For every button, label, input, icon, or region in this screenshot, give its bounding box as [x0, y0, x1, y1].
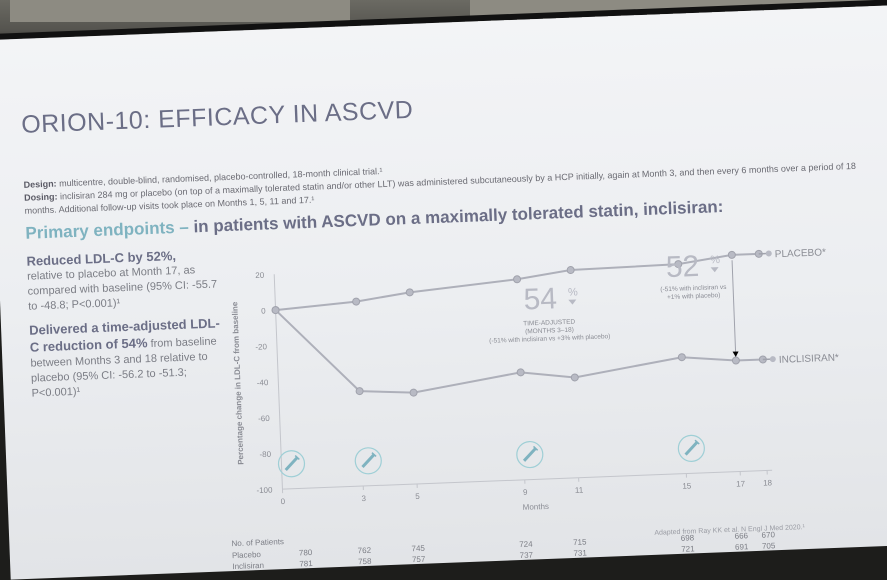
- placebo-row-label: Placebo: [232, 550, 261, 560]
- x-tick-label: 5: [415, 492, 420, 501]
- down-arrow-icon: [568, 299, 576, 304]
- inclisiran-count: 731: [573, 548, 587, 558]
- inclisiran-point: [272, 306, 279, 313]
- x-axis: [282, 470, 772, 489]
- y-tick-label: -40: [257, 378, 269, 387]
- projection-screen: ORION-10: EFFICACY IN ASCVD Design: mult…: [0, 5, 887, 580]
- inclisiran-point: [678, 354, 685, 361]
- annotation-text: (-51% with inclisiran vs +3% with placeb…: [489, 333, 610, 345]
- syringe-icon: [685, 442, 697, 454]
- placebo-point: [728, 251, 735, 258]
- ceiling-panel: [10, 0, 350, 22]
- syringe-icon: [285, 458, 297, 470]
- placebo-point: [567, 266, 574, 273]
- x-tick-label: 15: [682, 481, 692, 490]
- x-tick-label: 11: [575, 486, 584, 495]
- placebo-count: 745: [411, 544, 425, 554]
- placebo-count: 762: [358, 546, 372, 556]
- syringe-icon: [362, 455, 374, 467]
- syringe-icon: [524, 448, 536, 460]
- placebo-point: [406, 289, 413, 296]
- y-tick-label: -60: [258, 414, 270, 423]
- y-axis-label: Percentage change in LDL-C from baseline: [230, 301, 245, 465]
- inclisiran-point: [732, 357, 739, 364]
- month17-value: 52: [665, 250, 700, 284]
- difference-arrowhead: [733, 351, 739, 357]
- point1-text: relative to placebo at Month 17, as comp…: [27, 262, 229, 315]
- inclisiran-point: [571, 374, 578, 381]
- primary-prefix: Primary endpoints –: [25, 218, 189, 243]
- x-tick-label: 9: [523, 488, 528, 497]
- placebo-point: [513, 276, 520, 283]
- dosing-label: Dosing:: [24, 192, 58, 203]
- x-axis-label: Months: [523, 502, 550, 512]
- y-tick-label: -80: [259, 450, 271, 459]
- placebo-count: 666: [734, 531, 748, 541]
- summary-points: Reduced LDL-C by 52%, relative to placeb…: [26, 246, 232, 402]
- series-marker: [770, 356, 776, 362]
- month17-percent: %: [710, 254, 720, 266]
- series-marker: [766, 250, 772, 256]
- patients-header: No. of Patients: [231, 537, 284, 548]
- placebo-count: 724: [519, 540, 533, 550]
- placebo-count: 698: [681, 533, 695, 543]
- y-tick-label: -100: [256, 485, 273, 495]
- placebo-count: 715: [573, 537, 587, 547]
- difference-arrow: [732, 260, 736, 355]
- placebo-series-label: PLACEBO*: [775, 247, 827, 260]
- design-label: Design:: [23, 179, 56, 190]
- slide-title: ORION-10: EFFICACY IN ASCVD: [21, 96, 414, 140]
- inclisiran-count: 721: [681, 544, 695, 554]
- inclisiran-line: [276, 291, 764, 397]
- inclisiran-count: 691: [735, 542, 749, 552]
- down-arrow-icon: [711, 267, 719, 272]
- time-adjusted-percent: %: [568, 286, 578, 298]
- time-adjusted-value: 54: [523, 282, 558, 316]
- ldl-chart: 20 0 -20 -40 -60 -80 -100 0 3 5 9 11 15 17 18 Months Per…: [223, 222, 874, 536]
- citation: Adapted from Ray KK et al. N Engl J Med …: [654, 524, 805, 537]
- x-tick-label: 0: [281, 497, 286, 506]
- inclisiran-count: 705: [762, 541, 776, 551]
- placebo-count: 780: [299, 548, 313, 558]
- annotation-text: +1% with placebo): [667, 292, 721, 301]
- y-tick-label: 0: [261, 306, 266, 315]
- inclisiran-count: 781: [299, 559, 313, 569]
- inclisiran-point: [410, 389, 417, 396]
- inclisiran-point: [356, 387, 363, 394]
- y-tick-label: 20: [255, 271, 265, 280]
- inclisiran-row-label: Inclisiran: [232, 561, 264, 571]
- x-tick-label: 3: [361, 494, 366, 503]
- inclisiran-count: 737: [520, 551, 534, 561]
- placebo-point: [353, 298, 360, 305]
- point2-highlight: Delivered a time-adjusted LDL-C reductio…: [29, 315, 220, 354]
- inclisiran-series-label: INCLISIRAN*: [779, 353, 840, 366]
- inclisiran-count: 758: [358, 557, 372, 567]
- inclisiran-point: [517, 369, 524, 376]
- y-tick-label: -20: [255, 342, 267, 351]
- x-tick-label: 18: [763, 478, 773, 487]
- placebo-count: 670: [761, 530, 775, 540]
- x-tick-label: 17: [736, 479, 746, 488]
